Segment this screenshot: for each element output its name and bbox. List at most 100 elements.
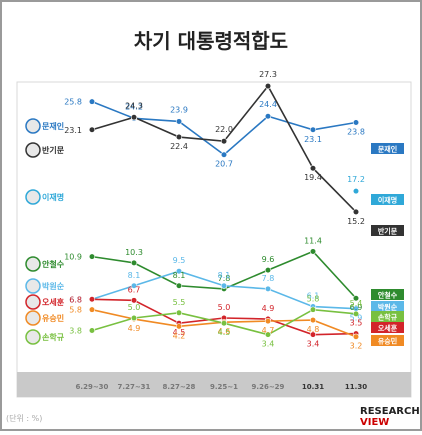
data-label: 3.8 — [69, 326, 82, 335]
data-label: 3.4 — [262, 340, 275, 349]
x-tick-label: 7.27~31 — [118, 383, 151, 391]
data-point — [220, 320, 228, 327]
data-point — [130, 282, 138, 289]
legend-label: 손학규 — [42, 332, 65, 342]
data-point — [309, 165, 317, 172]
x-tick-label: 6.29~30 — [76, 383, 109, 391]
data-label: 5.8 — [307, 295, 320, 304]
legend-label: 반기문 — [42, 145, 65, 155]
data-label: 5.9 — [350, 314, 363, 323]
data-label: 5.8 — [69, 306, 82, 315]
data-point — [220, 138, 228, 145]
label-badge — [371, 289, 404, 300]
candidate-avatar — [25, 278, 41, 294]
data-point — [88, 98, 96, 105]
data-point — [88, 253, 96, 260]
data-label: 17.2 — [347, 175, 365, 184]
legend-label: 오세훈 — [42, 297, 65, 307]
legend-label: 박원순 — [42, 281, 65, 291]
legend-item: 반기문 — [25, 142, 65, 158]
data-point — [220, 282, 228, 289]
data-label: 6.9 — [350, 303, 363, 312]
data-label: 24.4 — [259, 100, 277, 109]
right-label: 이재명 — [371, 194, 404, 205]
legend-label: 안철수 — [42, 259, 65, 269]
candidate-avatar — [25, 189, 41, 205]
data-label: 23.9 — [170, 105, 188, 114]
legend-item: 오세훈 — [25, 294, 65, 310]
right-label: 박원순 — [371, 301, 404, 312]
data-label: 20.7 — [215, 160, 233, 169]
data-label: 24.3 — [125, 101, 143, 110]
badge-text: 반기문 — [378, 227, 398, 236]
data-point — [175, 133, 183, 141]
data-labels: 25.8 24.2 23.9 20.7 24.4 23.1 23.8 23.1 24.3 22.4… — [64, 70, 365, 351]
legend-item: 문재인 — [25, 118, 64, 134]
badge-text: 오세훈 — [378, 324, 398, 333]
data-point — [130, 297, 138, 304]
data-label: 7.8 — [262, 274, 275, 283]
right-label: 반기문 — [371, 225, 404, 236]
data-label: 23.1 — [304, 135, 322, 144]
right-label: 오세훈 — [371, 322, 404, 333]
right-label: 안철수 — [371, 289, 404, 300]
data-point — [264, 318, 272, 325]
label-badge — [371, 194, 404, 205]
badge-text: 손학규 — [378, 313, 398, 322]
data-label: 6.8 — [69, 295, 82, 304]
data-label: 6.7 — [128, 285, 141, 294]
data-point — [352, 310, 360, 317]
data-label: 7.8 — [218, 274, 231, 283]
label-badge — [371, 335, 404, 346]
data-label: 3.5 — [350, 319, 363, 328]
x-tick-label: 9.25~1 — [210, 383, 238, 391]
data-label: 4.5 — [218, 328, 231, 337]
data-label: 3.4 — [307, 340, 320, 349]
plot-area — [16, 81, 412, 398]
right-label: 유승민 — [371, 335, 404, 346]
data-label: 10.3 — [125, 248, 143, 257]
data-label: 8.1 — [173, 271, 186, 280]
data-point — [352, 188, 360, 195]
legend-item: 유승민 — [25, 310, 64, 326]
legend-item: 박원순 — [25, 278, 65, 294]
legend-label: 문재인 — [42, 121, 64, 131]
data-point — [88, 126, 96, 133]
data-label: 5.0 — [128, 303, 141, 312]
svg-text:VIEW: VIEW — [360, 417, 389, 428]
candidate-avatar — [25, 310, 41, 326]
data-label: 4.5 — [173, 328, 186, 337]
x-axis-band — [17, 372, 411, 397]
data-point — [352, 119, 360, 126]
x-tick-label: 8.27~28 — [163, 383, 196, 391]
data-label: 4.6 — [218, 327, 231, 336]
data-point — [130, 114, 138, 121]
candidate-avatar — [25, 142, 41, 158]
data-point — [175, 268, 183, 275]
right-label: 문재인 — [371, 143, 404, 154]
x-axis-labels: 6.29~30 7.27~31 8.27~28 9.25~1 9.26~29 10.31 1… — [76, 383, 368, 391]
data-label: 23.8 — [347, 127, 365, 136]
data-point — [309, 248, 317, 255]
data-label: 15.2 — [347, 217, 365, 226]
data-point — [130, 259, 138, 266]
data-label: 4.9 — [262, 304, 275, 313]
data-point — [309, 306, 317, 313]
data-point — [220, 151, 228, 158]
data-label: 9.5 — [173, 256, 186, 265]
candidate-avatar — [25, 256, 41, 272]
badge-text: 이재명 — [378, 196, 397, 205]
data-point — [175, 323, 183, 330]
legend-item: 안철수 — [25, 256, 65, 272]
data-point — [309, 331, 317, 338]
data-point — [352, 333, 360, 340]
data-point — [352, 208, 360, 216]
data-point — [88, 327, 96, 334]
data-label: 9.6 — [262, 255, 275, 264]
label-badge — [371, 225, 404, 236]
data-point — [264, 331, 272, 338]
data-point — [88, 296, 96, 303]
data-point — [130, 314, 138, 322]
